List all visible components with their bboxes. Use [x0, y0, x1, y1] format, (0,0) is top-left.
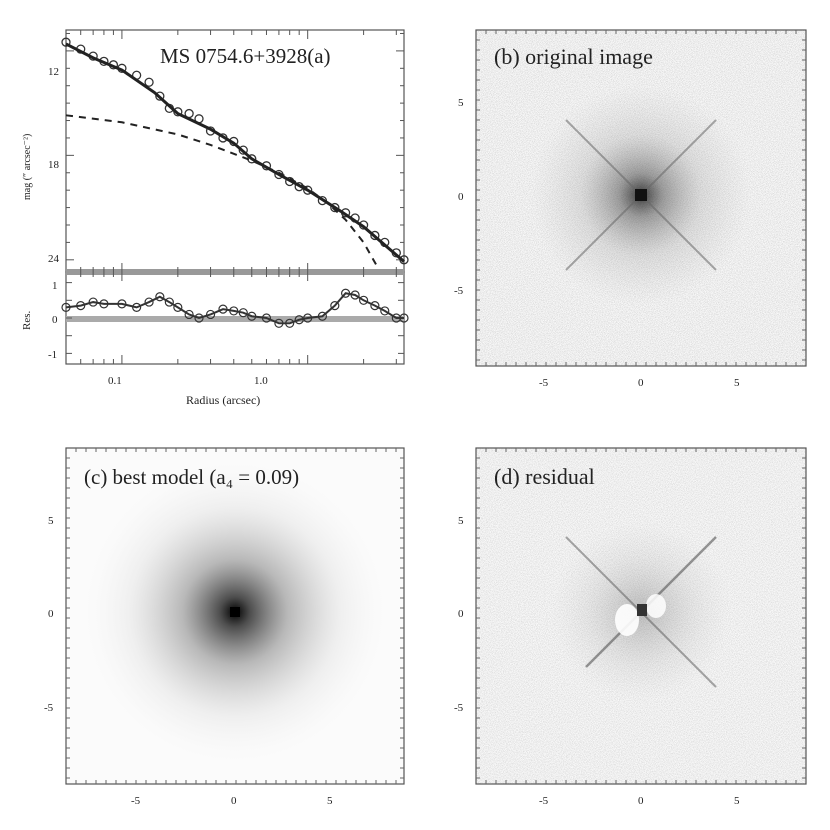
- panel-a-ylabel-bottom: Res.: [21, 311, 33, 331]
- panel-c-ticks: [66, 448, 404, 784]
- panel-c-ytick-0: 0: [48, 608, 54, 620]
- residual-point-23: [330, 301, 340, 311]
- panel-d-xtick-m5: -5: [539, 795, 549, 807]
- residual-point-17: [261, 313, 272, 323]
- panel-b-ytick-0: 0: [458, 191, 464, 203]
- panel-c-xtick-m5: -5: [131, 795, 141, 807]
- residual-point-30: [399, 313, 409, 323]
- panel-d-ytick-m5: -5: [454, 702, 464, 714]
- residual-point-8: [164, 297, 174, 307]
- panel-a-profile-series: [61, 37, 409, 270]
- residual-point-19: [285, 318, 295, 328]
- panel-a-separator-band: [66, 269, 404, 275]
- panel-d-xtick-0: 0: [638, 795, 644, 807]
- residual-point-6: [144, 297, 154, 307]
- profile-point-28: [370, 230, 380, 241]
- profile-point-0: [61, 37, 71, 47]
- residual-point-25: [350, 290, 360, 300]
- panel-b-label: (b) original image: [494, 44, 653, 69]
- profile-point-8: [155, 91, 165, 101]
- residual-point-10: [184, 309, 194, 320]
- panel-a-res-ytick-1: 1: [52, 280, 58, 292]
- panel-c-label: (c) best model (a₄ = 0.09): [84, 465, 299, 489]
- panel-a-ytick-18: 18: [48, 159, 60, 171]
- residual-point-4: [117, 299, 127, 309]
- residual-point-9: [173, 302, 183, 312]
- panel-d-bright-residual: [615, 604, 639, 636]
- profile-series-2-line: [65, 114, 380, 270]
- panel-b-ticks: [476, 30, 806, 366]
- residual-point-22: [317, 311, 327, 321]
- panel-a-xlabel: Radius (arcsec): [186, 393, 260, 407]
- profile-point-16: [238, 145, 248, 155]
- panel-b-ytick-5: 5: [458, 97, 464, 109]
- panel-a-res-ytick-m1: -1: [48, 349, 57, 361]
- residual-point-14: [229, 306, 239, 316]
- panel-a-ylabel-top: mag (″ arcsec⁻²): [22, 134, 33, 200]
- panel-c: (c) best model (a₄ = 0.09) 5 0 -5 -5 0 5: [44, 447, 405, 807]
- panel-d-bright-residual-2: [646, 594, 666, 618]
- residual-point-13: [218, 304, 228, 314]
- panel-c-xtick-0: 0: [231, 795, 237, 807]
- panel-a-ytick-24: 24: [48, 253, 60, 265]
- panel-a: MS 0754.6+3928(a) 12 18 24 1 0 -1 mag (″…: [21, 29, 409, 407]
- panel-c-core: [230, 607, 240, 617]
- panel-b-xtick-m5: -5: [539, 377, 549, 389]
- panel-a-ytick-12: 12: [48, 66, 59, 78]
- residual-point-18: [274, 318, 284, 328]
- panel-c-ytick-m5: -5: [44, 702, 54, 714]
- panel-a-xtick-1.0: 1.0: [254, 375, 268, 387]
- panel-b: (b) original image 5 0 -5 -5 0 5: [454, 29, 807, 389]
- residual-point-1: [76, 301, 86, 311]
- residual-point-2: [88, 297, 98, 307]
- panel-a-bottom-ticks: [66, 272, 404, 364]
- residual-point-0: [61, 302, 71, 312]
- panel-d-ytick-0: 0: [458, 608, 464, 620]
- panel-d: (d) residual 5 0 -5 -5 0 5: [454, 447, 807, 807]
- residual-point-28: [380, 306, 390, 316]
- panel-c-frame: [65, 447, 405, 785]
- panel-b-frame: [475, 29, 807, 367]
- residual-point-12: [205, 309, 216, 320]
- residual-point-27: [370, 301, 380, 311]
- residual-point-20: [294, 315, 304, 325]
- panel-d-core: [637, 604, 647, 616]
- panel-c-xtick-5: 5: [327, 795, 333, 807]
- residual-point-3: [99, 299, 109, 309]
- panel-b-xtick-0: 0: [638, 377, 644, 389]
- panel-a-top-ticks: [66, 30, 404, 272]
- panel-b-ytick-m5: -5: [454, 285, 464, 297]
- panel-d-ticks: [476, 448, 806, 784]
- panel-b-core: [635, 189, 647, 201]
- profile-point-22: [303, 185, 313, 195]
- residual-point-15: [238, 308, 248, 318]
- profile-point-24: [330, 202, 340, 213]
- panel-d-xtick-5: 5: [734, 795, 740, 807]
- residual-series-line: [65, 292, 404, 325]
- residual-point-21: [303, 313, 313, 323]
- panel-c-ytick-5: 5: [48, 515, 54, 527]
- panel-d-ytick-5: 5: [458, 515, 464, 527]
- panel-a-title: MS 0754.6+3928(a): [160, 44, 331, 68]
- residual-point-5: [132, 302, 142, 312]
- residual-zero-band: [66, 316, 404, 322]
- profile-series-1-line: [65, 42, 405, 263]
- residual-point-24: [340, 288, 351, 298]
- panel-d-frame: [475, 447, 807, 785]
- residual-point-11: [194, 313, 204, 323]
- residual-point-7: [155, 292, 165, 302]
- panel-a-residual-series: [61, 288, 409, 328]
- panel-b-xtick-5: 5: [734, 377, 740, 389]
- panel-d-label: (d) residual: [494, 464, 595, 489]
- profile-point-7: [144, 77, 154, 87]
- residual-point-16: [247, 311, 257, 321]
- panel-a-res-ytick-0: 0: [52, 314, 58, 326]
- residual-point-26: [359, 295, 369, 305]
- panel-a-xtick-0.1: 0.1: [108, 375, 122, 387]
